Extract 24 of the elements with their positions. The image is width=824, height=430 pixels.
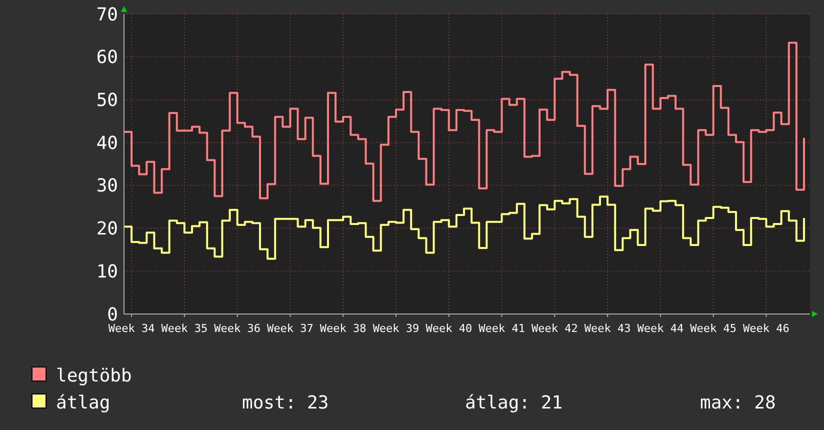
y-tick-label: 20 (96, 218, 118, 240)
x-tick-label: Week 39 (372, 322, 420, 335)
x-tick-label: Week 38 (320, 322, 366, 335)
y-tick-label: 60 (96, 47, 118, 68)
y-tick-label: 40 (96, 132, 118, 154)
y-tick-label: 50 (96, 90, 118, 112)
legend-label: legtöbb (56, 365, 132, 386)
x-tick-label: Week 36 (214, 322, 261, 335)
x-tick-label: Week 37 (267, 322, 314, 335)
x-tick-label: Week 40 (426, 322, 472, 335)
x-tick-label: Week 45 (690, 322, 737, 335)
y-tick-label: 30 (96, 176, 118, 197)
x-tick-label: Week 35 (161, 322, 208, 335)
x-tick-label: Week 43 (584, 322, 631, 335)
x-tick-label: Week 41 (478, 322, 525, 335)
text: átlag: 21 (465, 392, 563, 414)
text: max: 28 (700, 392, 776, 414)
x-tick-label: Week 46 (743, 322, 790, 335)
x-tick-label: Week 44 (637, 322, 684, 335)
text: most: 23 (242, 392, 329, 414)
legend-label: átlag (56, 392, 110, 414)
x-tick-label: Week 42 (531, 322, 578, 335)
y-tick-label: 70 (96, 4, 118, 26)
y-tick-label: 10 (96, 261, 118, 282)
